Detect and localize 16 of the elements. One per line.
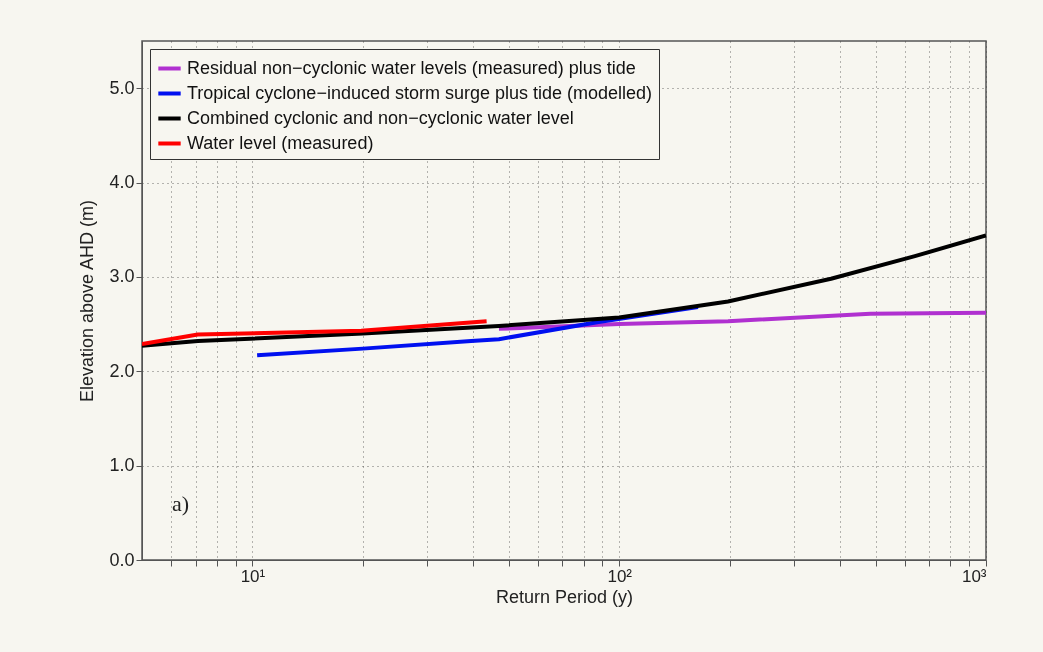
annotation: a)	[172, 491, 190, 516]
y-tick-label: 4.0	[109, 172, 135, 193]
y-tick-label: 2.0	[109, 360, 135, 381]
legend-label: Combined cyclonic and non−cyclonic water level	[187, 107, 574, 128]
y-tick-label: 5.0	[109, 77, 135, 98]
y-tick-label: 0.0	[109, 549, 135, 570]
y-axis-title: Elevation above AHD (m)	[77, 199, 98, 403]
x-tick-label: 10¹	[240, 566, 266, 586]
y-tick-label: 1.0	[109, 455, 135, 476]
legend-label: Water level (measured)	[187, 132, 374, 153]
x-tick-label: 10³	[961, 566, 987, 586]
legend-label: Residual non−cyclonic water levels (measured) plus tide	[187, 57, 636, 78]
x-tick-label: 10²	[607, 566, 633, 586]
legend-label: Tropical cyclone−induced storm surge plus tide (modelled)	[187, 82, 653, 103]
x-axis-title: Return Period (y)	[495, 586, 634, 607]
y-tick-label: 3.0	[109, 266, 135, 287]
